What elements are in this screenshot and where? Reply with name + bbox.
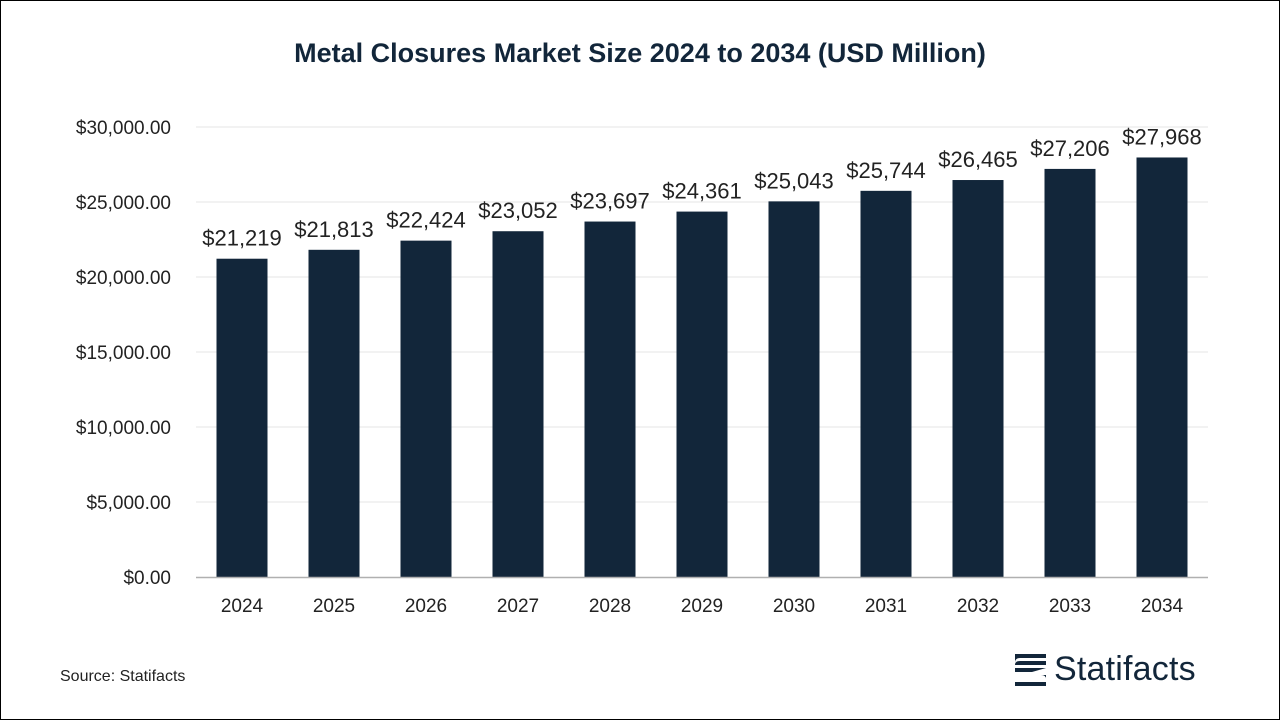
x-tick-label: 2026 [405,596,447,617]
y-tick-label: $20,000.00 [76,268,171,289]
x-tick-label: 2025 [313,596,355,617]
source-note: Source: Statifacts [60,668,186,685]
y-tick-label: $15,000.00 [76,343,171,364]
x-tick-label: 2029 [681,596,723,617]
data-label: $27,968 [1122,124,1202,149]
y-tick-label: $25,000.00 [76,193,171,214]
data-label: $26,465 [938,147,1018,172]
data-label: $25,043 [754,168,834,193]
bar-2033 [1044,168,1096,577]
bar-2034 [1136,157,1188,578]
statifacts-logo-icon [1015,654,1046,686]
y-tick-label: $0.00 [123,568,171,589]
x-tick-label: 2024 [221,596,264,617]
bar-2030 [768,201,820,578]
bars [216,157,1188,578]
y-tick-label: $10,000.00 [76,418,171,439]
data-label: $27,206 [1030,136,1110,161]
brand-name: Statifacts [1054,650,1196,688]
data-label: $23,052 [478,198,558,223]
x-tick-label: 2028 [589,596,631,617]
x-tick-label: 2034 [1141,596,1184,617]
bar-2031 [860,190,912,577]
x-tick-label: 2030 [773,596,815,617]
x-tick-label: 2027 [497,596,539,617]
bar-2025 [308,249,360,577]
data-label: $25,744 [846,158,926,183]
bar-2032 [952,180,1004,577]
x-tick-label: 2031 [865,596,907,617]
y-tick-label: $5,000.00 [86,493,171,514]
data-labels: $21,219 $21,813 $22,424 $23,052 $23,697 $24,3… [202,124,1202,250]
bar-2024 [216,258,268,577]
data-label: $21,219 [202,226,282,251]
x-tick-label: 2033 [1049,596,1091,617]
y-axis-tick-labels: $0.00 $5,000.00 $10,000.00 $15,000.00 $20,00… [76,118,171,589]
bar-2029 [676,211,728,577]
x-axis-tick-labels: 2024 2025 2026 2027 2028 2029 2030 2031 2032 2033… [221,596,1184,617]
data-label: $24,361 [662,179,742,204]
chart-title: Metal Closures Market Size 2024 to 2034 … [294,38,986,68]
data-label: $23,697 [570,189,650,214]
brand-logo: Statifacts [1012,650,1222,696]
bar-2026 [400,240,452,577]
x-tick-label: 2032 [957,596,999,617]
data-label: $22,424 [386,208,466,233]
y-tick-label: $30,000.00 [76,118,171,139]
data-label: $21,813 [294,217,374,242]
bar-2028 [584,221,636,578]
bar-2027 [492,231,544,577]
